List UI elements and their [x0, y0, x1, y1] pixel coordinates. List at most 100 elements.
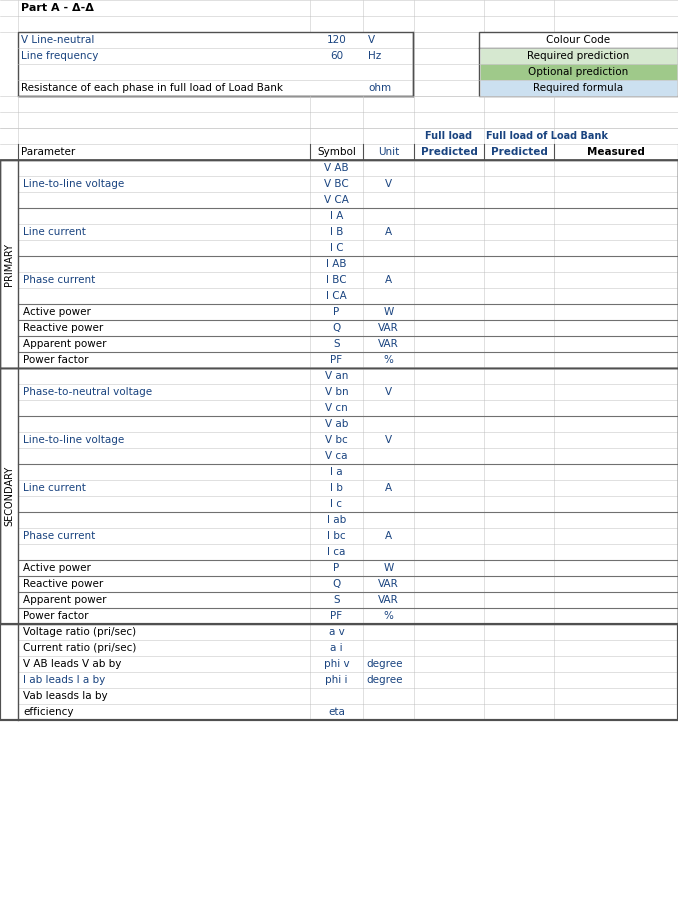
Bar: [18, 336, 678, 352]
Text: Phase current: Phase current: [23, 531, 95, 541]
Text: degree: degree: [366, 675, 403, 685]
Text: Reactive power: Reactive power: [23, 323, 103, 333]
Text: VAR: VAR: [378, 579, 399, 589]
Bar: [18, 384, 678, 400]
Bar: [18, 240, 678, 256]
Bar: [484, 464, 554, 480]
Bar: [18, 352, 678, 368]
Text: A: A: [385, 227, 392, 237]
Bar: [484, 640, 554, 656]
Text: P: P: [334, 307, 340, 317]
Text: ohm: ohm: [368, 83, 391, 93]
Text: A: A: [385, 275, 392, 285]
Text: Line-to-line voltage: Line-to-line voltage: [23, 179, 124, 189]
Text: V Line-neutral: V Line-neutral: [21, 35, 94, 45]
Text: Power factor: Power factor: [23, 611, 89, 621]
Text: Full load: Full load: [425, 131, 473, 141]
Bar: [480, 80, 677, 96]
Text: VAR: VAR: [378, 595, 399, 605]
Text: W: W: [383, 563, 394, 573]
Bar: [0, 160, 678, 368]
Text: V: V: [385, 435, 392, 445]
Text: Hz: Hz: [368, 51, 381, 61]
Text: Part A - Δ-Δ: Part A - Δ-Δ: [21, 3, 94, 13]
Bar: [414, 256, 484, 272]
Bar: [18, 160, 678, 176]
Text: V CA: V CA: [324, 195, 349, 205]
Bar: [484, 512, 554, 528]
Text: %: %: [384, 355, 393, 365]
Bar: [18, 640, 678, 656]
Text: Required formula: Required formula: [534, 83, 624, 93]
Text: Q: Q: [332, 323, 340, 333]
Bar: [18, 464, 678, 480]
Bar: [18, 544, 678, 560]
Text: Line current: Line current: [23, 227, 86, 237]
Text: V ca: V ca: [325, 451, 348, 461]
Bar: [414, 624, 484, 640]
Text: S: S: [333, 339, 340, 349]
Text: Active power: Active power: [23, 307, 91, 317]
Text: Phase current: Phase current: [23, 275, 95, 285]
Bar: [18, 256, 678, 272]
Text: phi i: phi i: [325, 675, 348, 685]
Bar: [18, 672, 678, 688]
Text: Measured: Measured: [587, 147, 645, 157]
Text: Power factor: Power factor: [23, 355, 89, 365]
Text: I bc: I bc: [327, 531, 346, 541]
Bar: [18, 512, 678, 528]
Bar: [18, 448, 678, 464]
Text: I C: I C: [330, 243, 343, 253]
Text: Phase-to-neutral voltage: Phase-to-neutral voltage: [23, 387, 152, 397]
Text: Q: Q: [332, 579, 340, 589]
Bar: [480, 48, 677, 64]
Text: V bc: V bc: [325, 435, 348, 445]
Bar: [18, 608, 678, 624]
Bar: [18, 496, 678, 512]
Text: Parameter: Parameter: [21, 147, 75, 157]
Text: SECONDARY: SECONDARY: [4, 466, 14, 527]
Text: Apparent power: Apparent power: [23, 339, 106, 349]
Text: Vab leasds Ia by: Vab leasds Ia by: [23, 691, 108, 701]
Bar: [554, 624, 678, 640]
Bar: [18, 528, 678, 544]
Text: I ab: I ab: [327, 515, 346, 525]
Bar: [18, 208, 678, 224]
Bar: [414, 640, 484, 656]
Text: V bn: V bn: [325, 387, 348, 397]
Bar: [414, 160, 484, 176]
Bar: [18, 320, 678, 336]
Text: VAR: VAR: [378, 339, 399, 349]
Text: a i: a i: [330, 643, 343, 653]
Text: 120: 120: [327, 35, 346, 45]
Bar: [18, 432, 678, 448]
Bar: [18, 576, 678, 592]
Bar: [18, 400, 678, 416]
Text: 60: 60: [330, 51, 343, 61]
Text: V ab: V ab: [325, 419, 348, 429]
Text: degree: degree: [366, 659, 403, 669]
Bar: [414, 208, 484, 224]
Text: I AB: I AB: [326, 259, 346, 269]
Bar: [484, 352, 554, 368]
Text: V cn: V cn: [325, 403, 348, 413]
Bar: [18, 480, 678, 496]
Text: Reactive power: Reactive power: [23, 579, 103, 589]
Bar: [414, 416, 484, 432]
Text: Colour Code: Colour Code: [546, 35, 611, 45]
Bar: [480, 64, 677, 80]
Text: P: P: [334, 563, 340, 573]
Text: phi v: phi v: [323, 659, 349, 669]
Text: V: V: [385, 387, 392, 397]
Bar: [484, 256, 554, 272]
Text: I B: I B: [330, 227, 343, 237]
Text: V AB leads V ab by: V AB leads V ab by: [23, 659, 121, 669]
Text: V: V: [385, 179, 392, 189]
Text: a v: a v: [329, 627, 344, 637]
Bar: [18, 192, 678, 208]
Bar: [18, 704, 678, 720]
Text: Predicted: Predicted: [420, 147, 477, 157]
Text: A: A: [385, 531, 392, 541]
Bar: [18, 656, 678, 672]
Bar: [479, 32, 678, 96]
